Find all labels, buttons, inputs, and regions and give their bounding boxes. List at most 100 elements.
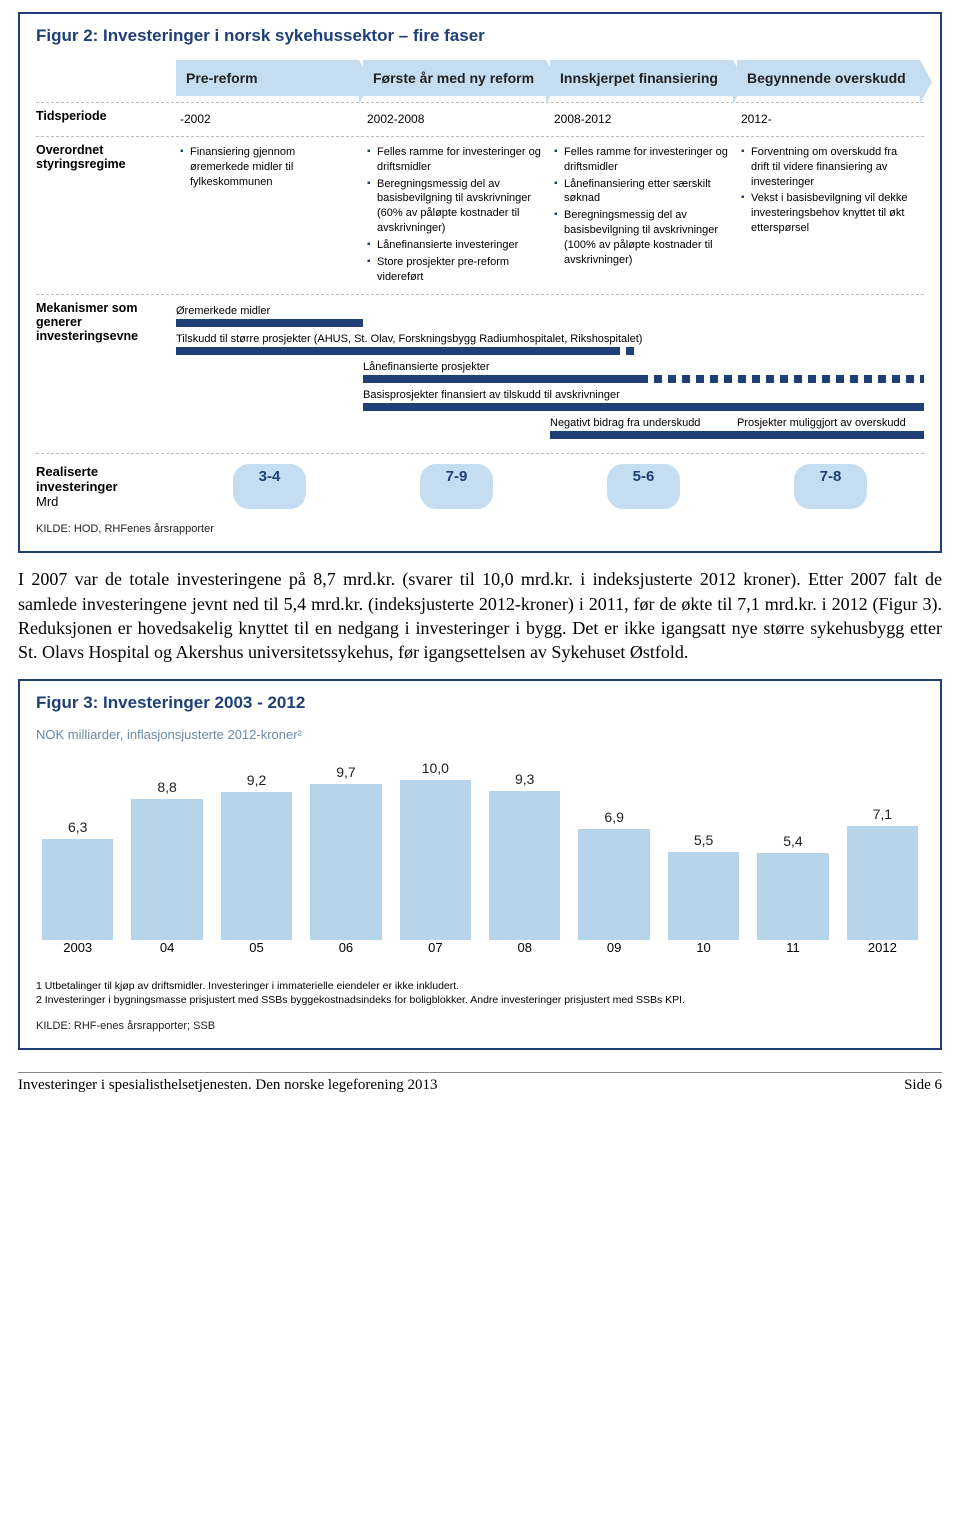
bar-value-label: 6,3 [68,819,87,835]
row-tidsperiode: Tidsperiode -2002 2002-2008 2008-2012 20… [36,102,924,130]
bar-value-label: 7,1 [873,806,892,822]
bar-rect [489,791,560,940]
overordnet-col-0: Finansiering gjennom øremerkede midler t… [176,143,363,289]
figure3-title: Figur 3: Investeringer 2003 - 2012 [36,693,924,713]
bar-rect [310,784,381,939]
bullet-item: Forventning om overskudd fra drift til v… [741,145,916,190]
bar-col: 9,7 [310,764,381,939]
figure-2: Figur 2: Investeringer i norsk sykehusse… [18,12,942,553]
x-label: 04 [131,940,202,955]
row-overordnet: Overordnet styringsregime Finansiering g… [36,136,924,289]
period-2: 2008-2012 [554,112,611,126]
bar-col: 5,4 [757,833,828,939]
mechanism-bars-area: Øremerkede midler Tilskudd til større pro… [176,301,924,445]
footnote-1: 1 Utbetalinger til kjøp av driftsmidler.… [36,979,924,994]
bar-rect [400,780,471,940]
footer-right: Side 6 [904,1077,942,1094]
pill-2: 5-6 [607,464,681,509]
figure3-source: KILDE: RHF-enes årsrapporter; SSB [36,1020,924,1032]
bar-value-label: 5,4 [783,833,802,849]
period-0: -2002 [180,112,211,126]
bar-rect [131,799,202,940]
bar-value-label: 5,5 [694,832,713,848]
x-label: 08 [489,940,560,955]
x-label: 2003 [42,940,113,955]
row-mekanismer: Mekanismer som generer investeringsevne … [36,294,924,445]
tidsperiode-label: Tidsperiode [36,109,176,130]
footnote-2: 2 Investeringer i bygningsmasse prisjust… [36,993,924,1008]
figure-3: Figur 3: Investeringer 2003 - 2012 NOK m… [18,679,942,1050]
bullet-item: Beregningsmessig del av basisbevilgning … [554,208,729,267]
bar-col: 6,3 [42,819,113,940]
figure3-bar-chart: 6,3 8,8 9,2 9,7 10,0 9,3 6,9 5,5 5,4 7,1 [36,760,924,940]
mechanism-bar: Basisprosjekter finansiert av tilskudd t… [176,389,924,411]
figure2-title: Figur 2: Investeringer i norsk sykehusse… [36,26,924,46]
x-label: 2012 [847,940,918,955]
realiserte-unit: Mrd [36,494,58,509]
bullet-item: Felles ramme for investeringer og drifts… [367,145,542,175]
pill-3: 7-8 [794,464,868,509]
x-label: 10 [668,940,739,955]
realiserte-label: Realiserte investeringer Mrd [36,464,176,509]
bullet-item: Beregningsmessig del av basisbevilgning … [367,177,542,236]
bullet-item: Finansiering gjennom øremerkede midler t… [180,145,355,190]
mech-label: Basisprosjekter finansiert av tilskudd t… [363,389,924,401]
mech-label-right: Prosjekter muliggjort av overskudd [737,417,924,429]
bullet-item: Store prosjekter pre-reform videreført [367,255,542,285]
bar-col: 9,2 [221,772,292,939]
mech-label: Øremerkede midler [176,305,924,317]
bar-col: 5,5 [668,832,739,940]
overordnet-col-3: Forventning om overskudd fra drift til v… [737,143,924,289]
bar-col: 10,0 [400,760,471,940]
pill-0: 3-4 [233,464,307,509]
overordnet-col-2: Felles ramme for investeringer og drifts… [550,143,737,289]
overordnet-label: Overordnet styringsregime [36,143,176,289]
phase-header-row: Pre-reform Første år med ny reform Innsk… [176,60,924,96]
row-realiserte: Realiserte investeringer Mrd 3-4 7-9 5-6… [36,453,924,509]
figure3-footnotes: 1 Utbetalinger til kjøp av driftsmidler.… [36,979,924,1008]
bar-value-label: 9,7 [336,764,355,780]
bullet-item: Felles ramme for investeringer og drifts… [554,145,729,175]
footer-left: Investeringer i spesialisthelsetjenesten… [18,1077,437,1094]
phase-1: Pre-reform [176,60,359,96]
bar-col: 9,3 [489,771,560,940]
mechanism-bar: Negativt bidrag fra underskuddProsjekter… [176,417,924,439]
pill-1: 7-9 [420,464,494,509]
phase-2: Første år med ny reform [363,60,546,96]
figure3-xaxis: 2003 04 05 06 07 08 09 10 11 2012 [36,940,924,955]
x-label: 06 [310,940,381,955]
realiserte-label-text: Realiserte investeringer [36,464,118,494]
bar-rect [578,829,649,939]
bar-value-label: 9,3 [515,771,534,787]
bar-rect [221,792,292,939]
bar-rect [847,826,918,940]
body-paragraph: I 2007 var de totale investeringene på 8… [18,567,942,664]
bar-col: 6,9 [578,809,649,939]
mech-label: Lånefinansierte prosjekter [363,361,924,373]
bar-value-label: 9,2 [247,772,266,788]
mech-label-left: Negativt bidrag fra underskudd [550,417,737,429]
mechanism-bar: Tilskudd til større prosjekter (AHUS, St… [176,333,924,355]
bullet-item: Vekst i basisbevilgning vil dekke invest… [741,191,916,236]
x-label: 05 [221,940,292,955]
phase-4: Begynnende overskudd [737,60,920,96]
period-1: 2002-2008 [367,112,424,126]
x-label: 07 [400,940,471,955]
mechanism-bar: Lånefinansierte prosjekter [176,361,924,383]
bullet-item: Lånefinansiering etter særskilt søknad [554,177,729,207]
x-label: 09 [578,940,649,955]
bar-col: 7,1 [847,806,918,940]
figure3-subtitle: NOK milliarder, inflasjonsjusterte 2012-… [36,727,924,742]
page-footer: Investeringer i spesialisthelsetjenesten… [18,1072,942,1094]
period-3: 2012- [741,112,772,126]
mechanism-bar: Øremerkede midler [176,305,924,327]
bar-rect [757,853,828,939]
x-label: 11 [757,940,828,955]
bullet-item: Lånefinansierte investeringer [367,238,542,253]
bar-value-label: 6,9 [604,809,623,825]
phase-3: Innskjerpet finansiering [550,60,733,96]
bar-col: 8,8 [131,779,202,940]
mech-label: Tilskudd til større prosjekter (AHUS, St… [176,333,924,345]
bar-rect [42,839,113,940]
overordnet-col-1: Felles ramme for investeringer og drifts… [363,143,550,289]
